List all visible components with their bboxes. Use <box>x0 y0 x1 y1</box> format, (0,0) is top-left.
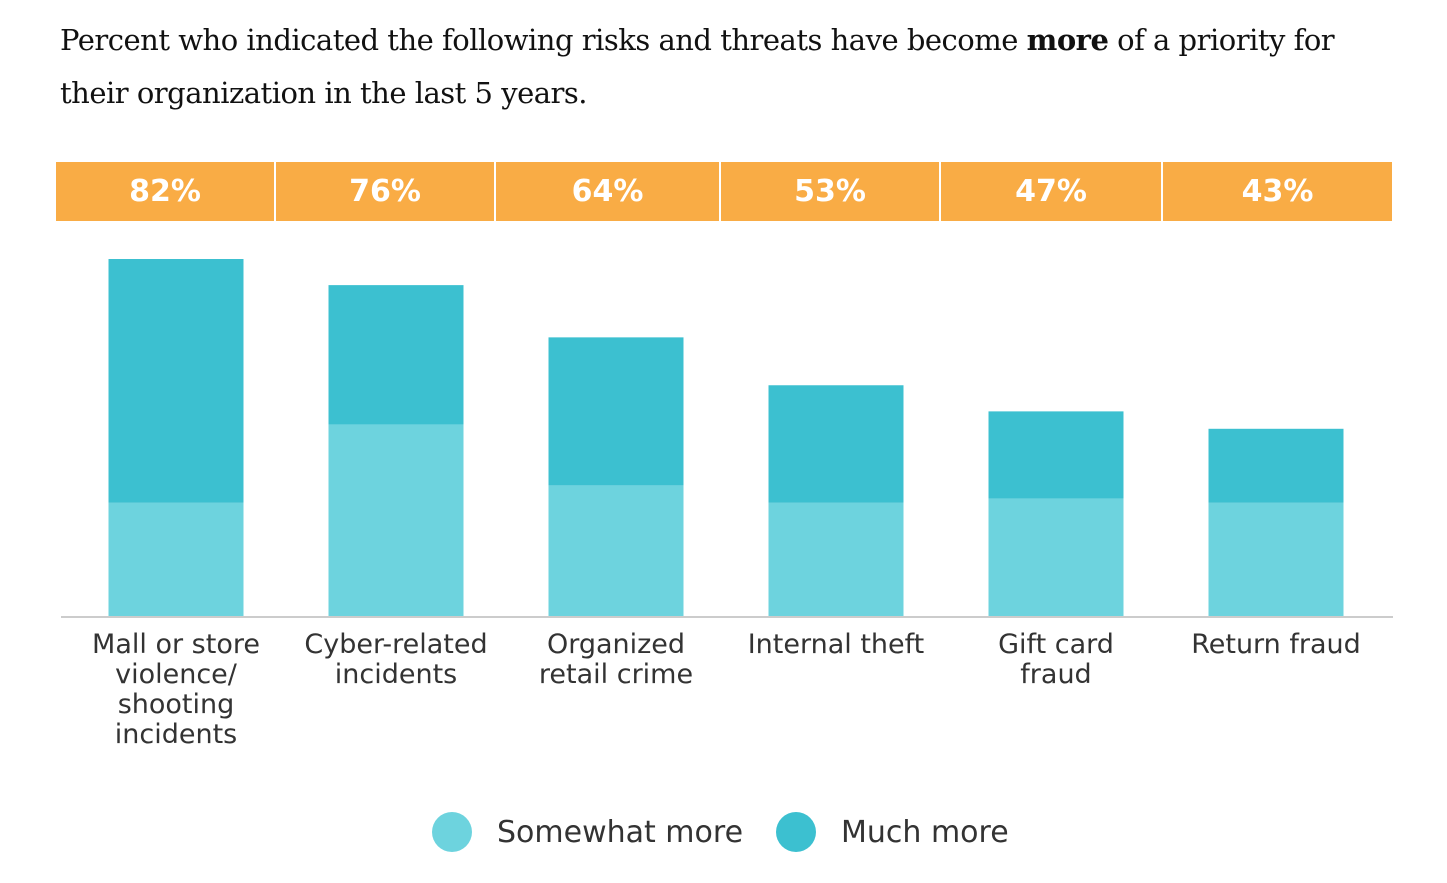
bar-much-more <box>988 411 1124 499</box>
bar-much-more <box>548 337 684 486</box>
category-label: violence/ <box>115 659 238 690</box>
category-label: Cyber-related <box>304 629 487 660</box>
category-label: incidents <box>335 659 457 690</box>
title-text-end: of a priority for their organization in … <box>60 23 1335 110</box>
total-header-cell <box>276 162 494 221</box>
legend-label: Somewhat more <box>497 815 743 850</box>
bar-somewhat-more <box>1208 502 1344 616</box>
legend-swatch-icon <box>776 812 816 852</box>
total-label: 53% <box>794 174 866 209</box>
legend-swatch-icon <box>432 812 472 852</box>
chart-title: Percent who indicated the following risk… <box>60 14 1400 120</box>
total-label: 82% <box>129 174 201 209</box>
bar-somewhat-more <box>108 502 244 616</box>
category-label: shooting <box>118 689 235 720</box>
category-label: Return fraud <box>1191 629 1361 660</box>
total-label: 64% <box>572 174 644 209</box>
bar-somewhat-more <box>328 424 464 616</box>
total-label: 43% <box>1242 174 1314 209</box>
bar-somewhat-more <box>988 498 1124 616</box>
category-label: Mall or store <box>92 629 260 660</box>
title-text: Percent who indicated the following risk… <box>60 23 1027 57</box>
total-label: 76% <box>349 174 421 209</box>
title-bold: more <box>1026 23 1109 57</box>
category-label: fraud <box>1020 659 1091 690</box>
category-label: retail crime <box>539 659 693 690</box>
category-label: Gift card <box>998 629 1114 660</box>
bar-somewhat-more <box>548 485 684 616</box>
total-header-cell <box>721 162 939 221</box>
bar-much-more <box>768 385 904 503</box>
total-header-cell <box>496 162 719 221</box>
category-label: Internal theft <box>748 629 925 660</box>
total-header-cell <box>941 162 1161 221</box>
bar-much-more <box>108 259 244 503</box>
bar-much-more <box>328 285 464 425</box>
category-label: incidents <box>115 719 237 750</box>
total-header-cell <box>1163 162 1392 221</box>
total-label: 47% <box>1015 174 1087 209</box>
bar-somewhat-more <box>768 502 904 616</box>
total-header-cell <box>56 162 274 221</box>
bar-much-more <box>1208 428 1344 503</box>
category-label: Organized <box>547 629 685 660</box>
legend-label: Much more <box>841 815 1009 850</box>
